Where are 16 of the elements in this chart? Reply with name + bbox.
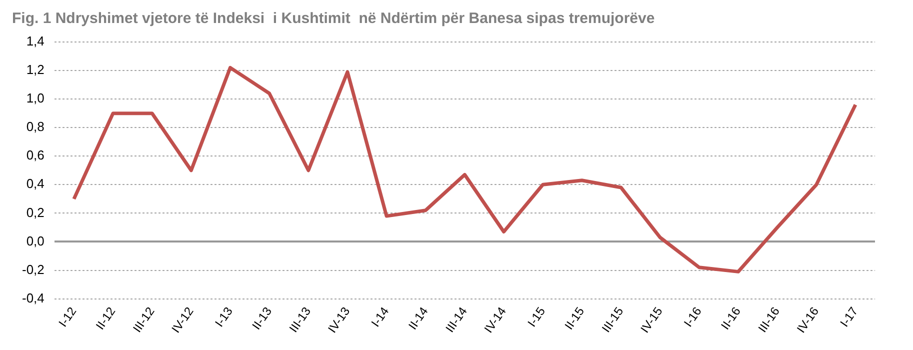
x-tick-label: I-14 (368, 304, 392, 330)
y-tick-label: 0,4 (26, 176, 44, 192)
y-tick-label: 1,0 (26, 90, 44, 106)
y-tick-label: -0,2 (22, 262, 44, 277)
x-tick-label: I-15 (524, 304, 548, 330)
x-tick-label: I-16 (680, 304, 705, 330)
y-tick-label: 0,0 (26, 233, 44, 248)
y-tick-label: 0,6 (26, 148, 44, 163)
y-tick-label: 1,4 (26, 34, 44, 49)
y-tick-label: -0,4 (22, 290, 44, 306)
y-tick-label: 0,2 (26, 204, 44, 220)
chart-title: Fig. 1 Ndryshimet vjetore të Indeksi i Kushtimit në Ndërtim për Banesa sipas tremujorëve (12, 10, 655, 28)
x-tick-label: I-12 (56, 304, 80, 330)
y-tick-label: 0,8 (26, 119, 44, 134)
y-tick-label: 1,2 (26, 62, 44, 78)
x-tick-label: I-13 (212, 304, 236, 330)
